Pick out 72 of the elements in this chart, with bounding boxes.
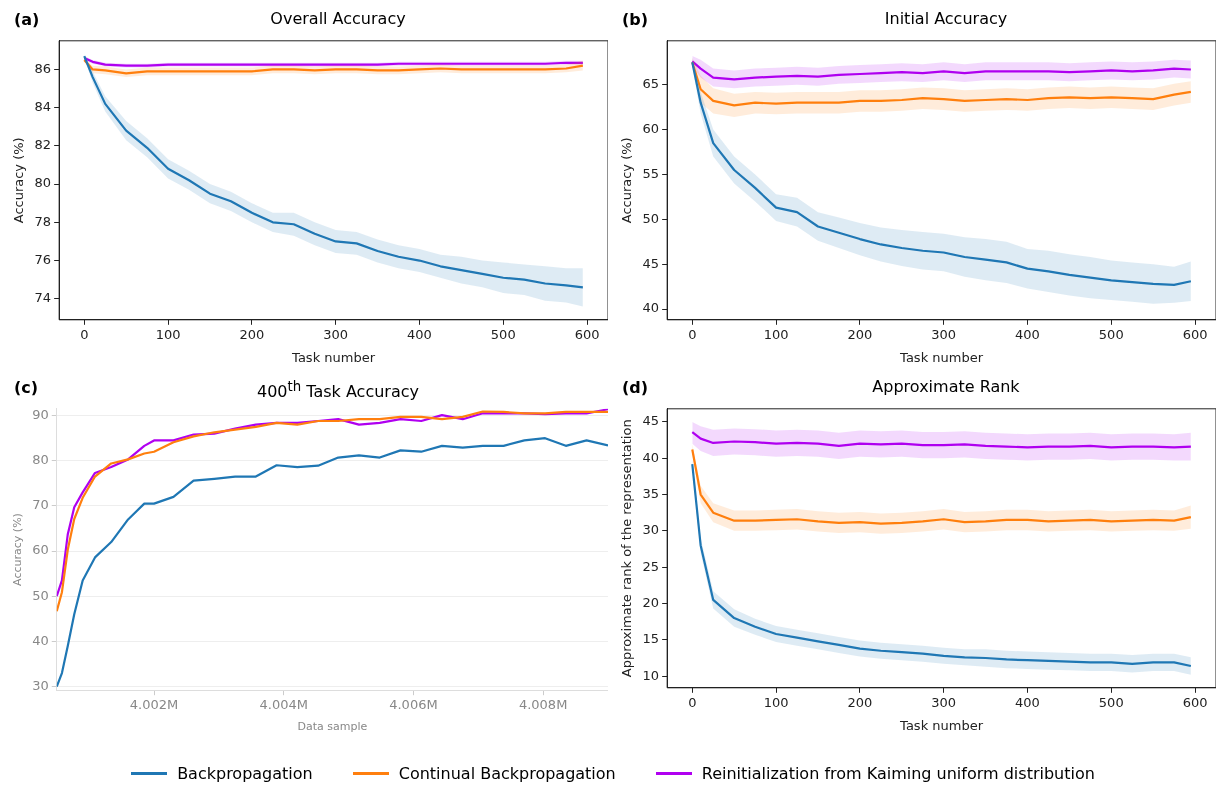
- y-tick-label: 25: [642, 558, 660, 574]
- x-tick-label: 500: [1098, 326, 1124, 342]
- x-axis-title: Task number: [899, 717, 984, 733]
- y-tick-label: 45: [642, 413, 660, 429]
- x-tick-label: 300: [931, 694, 957, 710]
- x-tick-label: 100: [763, 326, 789, 342]
- y-tick-label: 60: [32, 542, 49, 558]
- text: (b): [622, 10, 649, 29]
- x-tick-label: 600: [574, 326, 600, 342]
- x-tick-label: 0: [80, 326, 89, 342]
- y-tick-label: 84: [34, 99, 52, 115]
- y-tick-label: 50: [642, 210, 660, 226]
- y-tick-label: 15: [642, 631, 660, 647]
- x-tick-label: 200: [847, 694, 873, 710]
- y-tick-label: 40: [642, 449, 660, 465]
- y-tick-label: 20: [642, 594, 660, 610]
- text: (d): [622, 378, 649, 397]
- x-tick-label: 0: [688, 694, 697, 710]
- y-tick-label: 65: [642, 76, 660, 92]
- legend-label: Reinitialization from Kaiming uniform distribution: [701, 764, 1095, 783]
- y-tick-label: 10: [642, 667, 660, 683]
- x-tick-label: 500: [1098, 694, 1124, 710]
- x-tick-label: 4.008M: [518, 697, 568, 713]
- x-tick-label: 500: [490, 326, 516, 342]
- y-tick-label: 82: [34, 137, 52, 153]
- x-axis-title: Task number: [899, 349, 984, 365]
- y-tick-label: 35: [642, 485, 660, 501]
- text: (a): [14, 10, 40, 29]
- y-tick-label: 80: [32, 452, 49, 468]
- x-tick-label: 4.004M: [259, 697, 308, 713]
- x-tick-label: 400: [407, 326, 432, 342]
- x-tick-label: 600: [1182, 326, 1208, 342]
- chart-title: 400$^{th}$ Task Accuracy: [257, 379, 419, 402]
- x-tick-label: 300: [931, 326, 957, 342]
- x-tick-label: 0: [688, 326, 697, 342]
- y-tick-label: 45: [642, 255, 660, 271]
- y-tick-label: 74: [34, 290, 52, 306]
- x-axis-title: Data sample: [297, 720, 368, 734]
- y-tick-label: 30: [642, 522, 660, 538]
- x-tick-label: 400: [1015, 694, 1040, 710]
- y-tick-label: 76: [34, 251, 52, 267]
- y-tick-label: 60: [642, 120, 660, 136]
- chart-title: Approximate Rank: [872, 377, 1020, 396]
- x-axis-title: Task number: [291, 349, 376, 365]
- x-tick-label: 4.002M: [129, 697, 179, 713]
- x-tick-label: 200: [847, 326, 873, 342]
- y-axis-title: Accuracy (%): [619, 137, 635, 224]
- y-tick-label: 86: [34, 60, 52, 76]
- chart-title: Initial Accuracy: [884, 9, 1008, 28]
- y-tick-label: 80: [34, 175, 52, 191]
- y-tick-label: 30: [32, 677, 49, 693]
- y-tick-label: 90: [32, 406, 49, 422]
- y-tick-label: 55: [642, 165, 660, 181]
- y-tick-label: 40: [642, 300, 660, 316]
- text: (c): [14, 378, 39, 397]
- y-axis-title: Accuracy (%): [11, 513, 25, 586]
- y-tick-label: 78: [34, 213, 52, 229]
- y-tick-label: 50: [32, 587, 49, 603]
- y-tick-label: 40: [32, 632, 49, 648]
- legend-label: Continual Backpropagation: [398, 764, 616, 783]
- y-axis-title: Approximate rank of the representation: [619, 419, 635, 678]
- x-tick-label: 200: [239, 326, 265, 342]
- y-axis-title: Accuracy (%): [11, 137, 27, 224]
- x-tick-label: 400: [1015, 326, 1040, 342]
- y-tick-label: 70: [32, 497, 49, 513]
- x-tick-label: 300: [323, 326, 349, 342]
- legend-label: Backpropagation: [177, 764, 313, 783]
- chart-title: Overall Accuracy: [270, 9, 406, 28]
- x-tick-label: 100: [155, 326, 181, 342]
- x-tick-label: 600: [1182, 694, 1208, 710]
- x-tick-label: 100: [763, 694, 789, 710]
- x-tick-label: 4.006M: [389, 697, 438, 713]
